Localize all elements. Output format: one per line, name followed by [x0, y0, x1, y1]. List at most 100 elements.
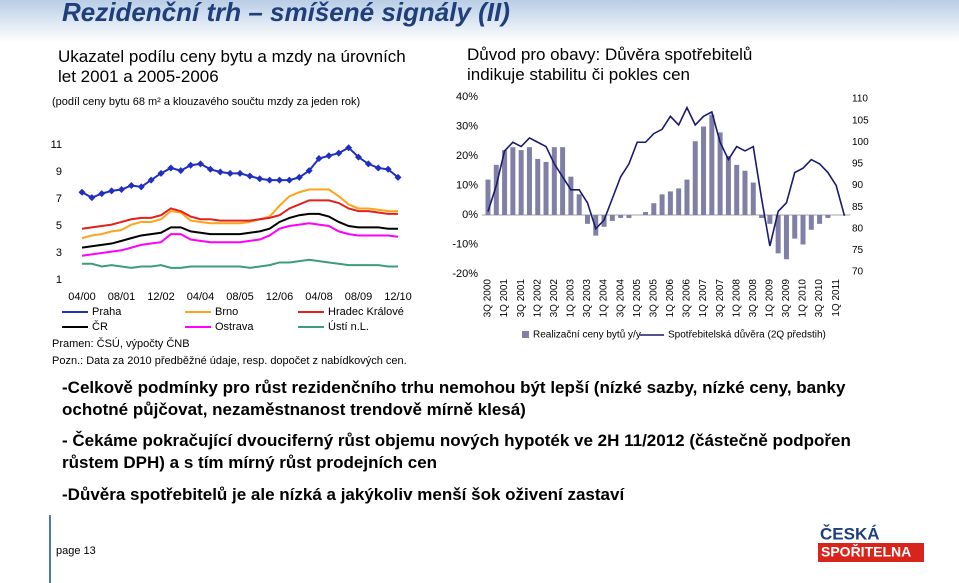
marker	[246, 172, 254, 180]
x-tick-label: 12/10	[384, 291, 412, 303]
bullet: - Čekáme pokračující dvouciferný růst ob…	[62, 431, 851, 472]
legend-label: Hradec Králové	[328, 306, 404, 318]
x-tick-label: 1Q 2009	[765, 279, 776, 318]
x-tick-label: 3Q 2004	[615, 279, 626, 318]
y-tick-label: -10%	[452, 238, 478, 250]
line	[82, 258, 398, 269]
logo-top: ČESKÁ	[820, 524, 880, 543]
bar	[584, 215, 590, 224]
bar	[734, 164, 740, 215]
legend-label: Spotřebitelská důvěra (2Q předstih)	[668, 329, 826, 341]
legend-swatch	[522, 331, 529, 338]
marker	[315, 155, 323, 162]
bar	[618, 215, 624, 218]
x-tick-label: 3Q 2007	[715, 279, 726, 318]
bar	[742, 170, 748, 215]
legend-label: Realizační ceny bytů y/y	[533, 329, 641, 341]
bar	[551, 147, 557, 215]
bar	[792, 215, 798, 239]
legend-label: ČR	[92, 320, 108, 333]
bar	[593, 215, 599, 236]
y-tick-label: 7	[56, 193, 62, 205]
legend-label: Ústí n.L.	[328, 320, 369, 333]
marker	[98, 190, 106, 198]
x-tick-label: 1Q 2010	[798, 279, 809, 318]
marker	[305, 167, 313, 175]
y2-tick-label: 100	[852, 137, 869, 148]
y-tick-label: 1	[56, 274, 62, 286]
bar	[651, 203, 657, 215]
x-tick-label: 1Q 2003	[566, 279, 577, 318]
bar	[808, 215, 814, 230]
x-tick-label: 1Q 2001	[499, 279, 510, 318]
y-tick-label: 20%	[456, 150, 478, 162]
x-tick-label: 08/09	[345, 291, 373, 303]
bar	[510, 147, 516, 215]
bullet: -Celkově podmínky pro růst rezidenčního …	[62, 378, 846, 419]
marker	[364, 160, 372, 168]
y-tick-label: 5	[56, 220, 62, 232]
line	[81, 222, 399, 257]
x-tick-label: 3Q 2009	[781, 279, 792, 318]
x-tick-label: 3Q 2001	[516, 279, 527, 318]
bar	[783, 215, 789, 260]
marker	[236, 169, 244, 177]
bar	[526, 147, 532, 215]
marker	[118, 186, 125, 194]
y2-tick-label: 75	[852, 245, 864, 256]
marker	[355, 153, 362, 161]
line	[81, 199, 398, 230]
marker	[256, 175, 264, 183]
legend-label: Praha	[92, 306, 122, 318]
bar	[626, 215, 632, 218]
chart-subtitle: (podíl ceny bytu 68 m² a klouzavého souč…	[52, 96, 360, 108]
y-tick-label: 40%	[456, 91, 478, 103]
logo-box	[818, 543, 924, 562]
bar	[535, 158, 541, 215]
marker	[394, 173, 402, 181]
chart-note: Pozn.: Data za 2010 předběžné údaje, res…	[52, 355, 407, 367]
y2-tick-label: 85	[852, 202, 864, 213]
x-tick-label: 04/08	[305, 291, 333, 303]
marker	[276, 176, 283, 184]
x-tick-label: 3Q 2003	[582, 279, 593, 318]
bar	[759, 215, 765, 218]
bullet: -Důvěra spotřebitelů je ale nízká a jaký…	[62, 485, 625, 504]
x-tick-label: 12/06	[266, 291, 294, 303]
chart-title: Ukazatel podílu ceny bytu a mzdy na úrov…	[58, 47, 406, 86]
x-tick-label: 04/00	[68, 291, 96, 303]
x-tick-label: 1Q 2011	[831, 279, 842, 317]
x-tick-label: 3Q 2006	[682, 279, 693, 318]
y-tick-label: -20%	[452, 268, 478, 280]
page-number: page 13	[56, 545, 96, 557]
x-tick-label: 3Q 2000	[483, 279, 494, 318]
legend-label: Ostrava	[215, 321, 254, 333]
y2-tick-label: 95	[852, 159, 864, 170]
marker	[167, 164, 175, 172]
x-tick-label: 1Q 2006	[665, 279, 676, 318]
bar	[667, 191, 673, 215]
bar	[502, 150, 508, 215]
y-tick-label: 0%	[462, 209, 478, 221]
slide-title: Rezidenční trh – smíšené signály (II)	[62, 0, 510, 27]
y2-tick-label: 70	[852, 267, 864, 278]
x-tick-label: 1Q 2007	[698, 279, 709, 318]
marker	[335, 149, 343, 157]
chart-source: Pramen: ČSÚ, výpočty ČNB	[52, 337, 190, 350]
bar	[643, 212, 649, 215]
x-tick-label: 1Q 2008	[731, 279, 742, 318]
bar	[676, 188, 682, 215]
line	[81, 188, 398, 240]
marker	[266, 176, 274, 184]
bar	[775, 215, 781, 254]
marker	[197, 160, 204, 168]
bar	[767, 215, 773, 224]
logo-bottom: SPOŘITELNA	[821, 543, 911, 560]
y2-tick-label: 80	[852, 223, 864, 234]
x-tick-label: 1Q 2002	[532, 279, 543, 318]
marker	[325, 152, 333, 160]
legend-label: Brno	[215, 306, 238, 318]
x-tick-label: 08/05	[226, 291, 254, 303]
